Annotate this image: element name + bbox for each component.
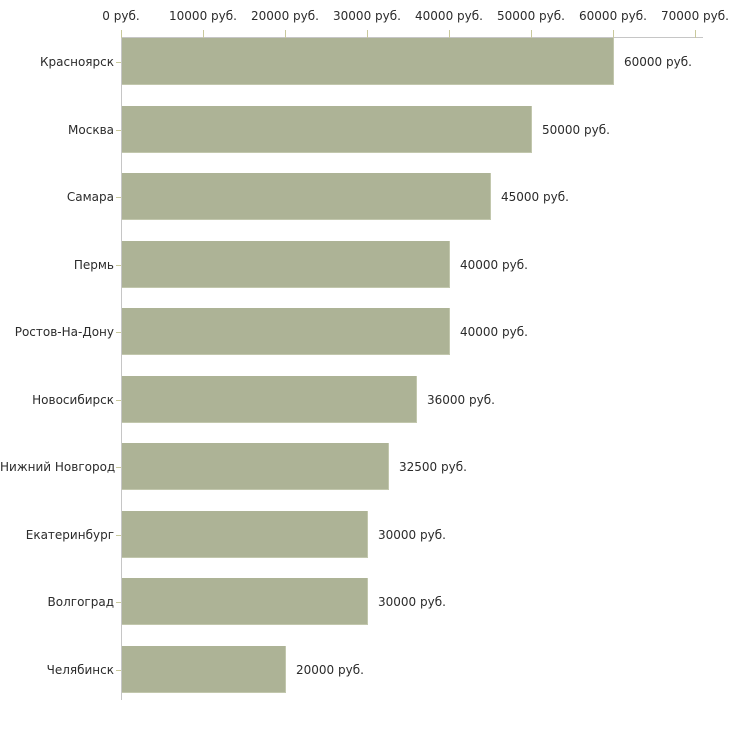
category-label: Новосибирск [32, 393, 114, 407]
value-label: 45000 руб. [501, 190, 569, 204]
x-tick-label: 50000 руб. [497, 9, 565, 23]
x-tick-mark [613, 30, 614, 38]
value-label: 36000 руб. [427, 393, 495, 407]
category-label: Самара [66, 190, 114, 204]
value-label: 30000 руб. [378, 595, 446, 609]
y-tick-mark [116, 535, 121, 536]
y-tick-mark [116, 467, 121, 468]
bar [122, 646, 286, 693]
bar [122, 443, 389, 490]
x-tick-label: 60000 руб. [579, 9, 647, 23]
bar [122, 376, 417, 423]
bar [122, 578, 368, 625]
bar [122, 241, 450, 288]
category-label: Пермь [73, 258, 114, 272]
category-label: Нижний Новгород [0, 460, 116, 474]
x-tick-label: 40000 руб. [415, 9, 483, 23]
x-tick-label: 10000 руб. [169, 9, 237, 23]
category-label: Екатеринбург [25, 528, 114, 542]
value-label: 32500 руб. [399, 460, 467, 474]
x-tick-mark [203, 30, 204, 38]
value-label: 50000 руб. [542, 123, 610, 137]
bar [122, 38, 614, 85]
y-tick-mark [116, 62, 121, 63]
x-tick-mark [531, 30, 532, 38]
category-label: Москва [68, 123, 114, 137]
y-tick-mark [116, 332, 121, 333]
x-tick-mark [449, 30, 450, 38]
value-label: 40000 руб. [460, 325, 528, 339]
x-tick-label: 30000 руб. [333, 9, 401, 23]
y-tick-mark [116, 400, 121, 401]
x-tick-label: 0 руб. [102, 9, 140, 23]
bar [122, 511, 368, 558]
y-tick-mark [116, 602, 121, 603]
x-axis-line [121, 37, 703, 38]
x-tick-mark [285, 30, 286, 38]
y-tick-mark [116, 670, 121, 671]
x-tick-label: 70000 руб. [661, 9, 729, 23]
x-tick-mark [367, 30, 368, 38]
y-tick-mark [116, 197, 121, 198]
x-tick-mark [695, 30, 696, 38]
bar [122, 106, 532, 153]
y-axis-line [121, 37, 122, 700]
category-label: Волгоград [47, 595, 114, 609]
value-label: 20000 руб. [296, 663, 364, 677]
value-label: 30000 руб. [378, 528, 446, 542]
y-tick-mark [116, 265, 121, 266]
bar [122, 308, 450, 355]
value-label: 60000 руб. [624, 55, 692, 69]
value-label: 40000 руб. [460, 258, 528, 272]
category-label: Ростов-На-Дону [14, 325, 114, 339]
bar [122, 173, 491, 220]
category-label: Красноярск [40, 55, 114, 69]
x-tick-mark [121, 30, 122, 38]
category-label: Челябинск [46, 663, 114, 677]
x-tick-label: 20000 руб. [251, 9, 319, 23]
y-tick-mark [116, 130, 121, 131]
